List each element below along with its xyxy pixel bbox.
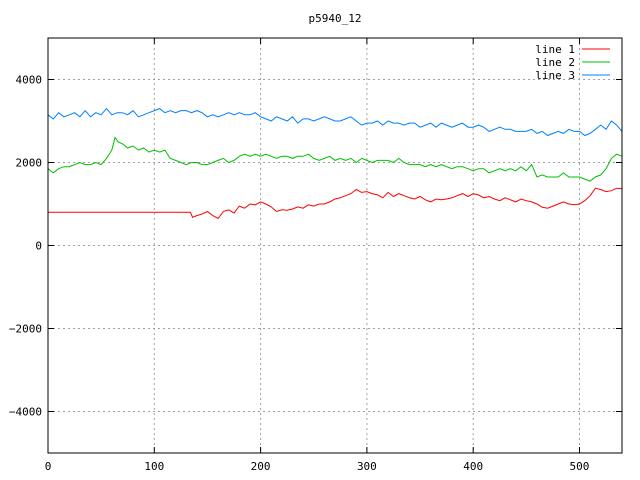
- chart-title: p5940_12: [309, 12, 362, 25]
- legend-label-3: line 3: [535, 69, 575, 82]
- y-tick-label: −2000: [9, 323, 42, 336]
- series-line-2: [47, 136, 623, 182]
- y-tick-label: 4000: [16, 74, 43, 87]
- series-line-1: [48, 187, 623, 220]
- legend-label-2: line 2: [535, 56, 575, 69]
- series-layer: [47, 107, 623, 220]
- x-tick-label: 100: [144, 460, 164, 473]
- x-tick-label: 300: [357, 460, 377, 473]
- x-tick-label: 200: [251, 460, 271, 473]
- x-tick-label: 0: [45, 460, 52, 473]
- y-tick-label: 0: [35, 240, 42, 253]
- x-tick-label: 500: [570, 460, 590, 473]
- legend-label-1: line 1: [535, 43, 575, 56]
- x-tick-label: 400: [463, 460, 483, 473]
- axis-layer: 0 100 200 300 400 500 −4000 −2000 0 2000 4000: [9, 38, 622, 473]
- y-tick-label: −4000: [9, 406, 42, 419]
- y-tick-label: 2000: [16, 157, 43, 170]
- series-line-3: [47, 107, 623, 137]
- grid-layer: [48, 38, 622, 453]
